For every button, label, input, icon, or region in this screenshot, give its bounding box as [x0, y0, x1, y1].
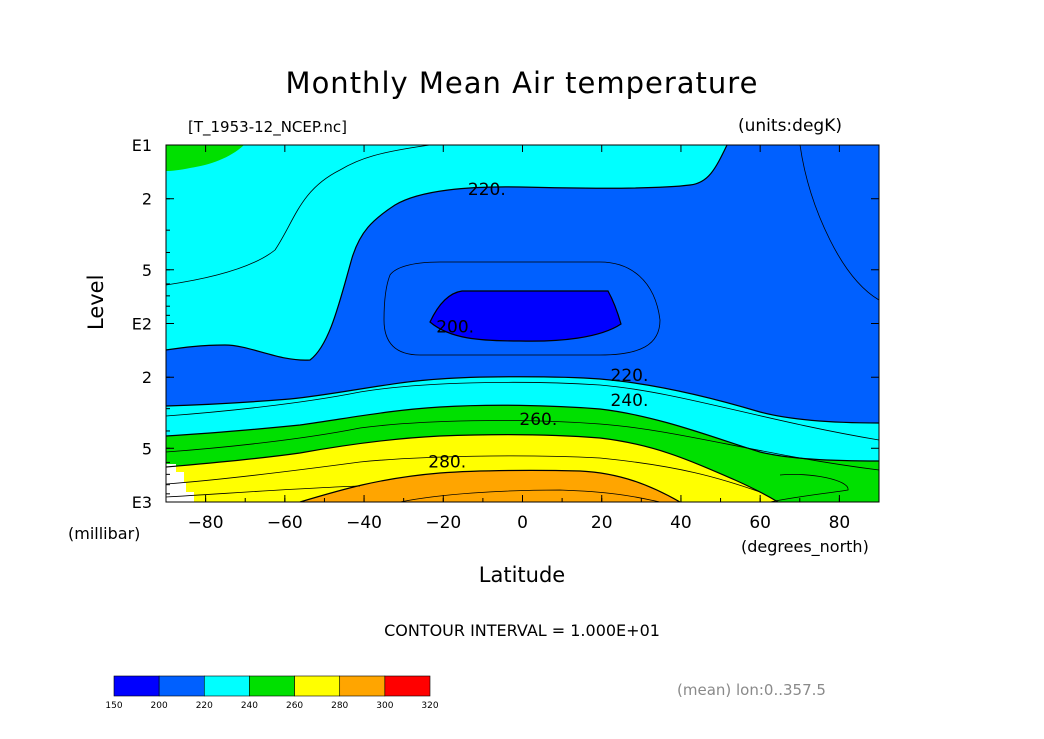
x-tick-label: 80: [829, 513, 851, 533]
contour-labels: 220. 200. 220. 240. 260. 280.: [428, 180, 648, 473]
contour-label: 220.: [468, 180, 506, 200]
fill-orange-lower: [300, 470, 680, 502]
contour-interval-text: CONTOUR INTERVAL = 1.000E+01: [384, 621, 660, 640]
x-tick-label: 40: [670, 513, 692, 533]
fill-cyan-upper: [166, 145, 727, 361]
colorbar-tick-label: 150: [105, 701, 123, 711]
colorbar-tick-label: 280: [331, 701, 349, 711]
y-tick-label: 2: [142, 368, 152, 387]
y-tick-label: 5: [142, 439, 152, 458]
y-tick-label: 2: [142, 190, 152, 209]
x-tick-label: 60: [749, 513, 771, 533]
contour-lines: [166, 145, 879, 502]
y-tick-label: E1: [132, 136, 152, 155]
contour-label: 200.: [436, 317, 474, 337]
contour-label: 260.: [519, 410, 557, 430]
x-tick-label: −40: [346, 513, 382, 533]
colorbar: [113, 675, 431, 697]
x-tick-label: −20: [425, 513, 461, 533]
colorbar-swatch: [339, 675, 386, 697]
colorbar-swatch: [384, 675, 431, 697]
x-axis-units: (degrees_north): [741, 537, 869, 556]
footnote: (mean) lon:0..357.5: [677, 681, 826, 699]
x-axis-label: Latitude: [478, 563, 566, 587]
colorbar-swatch: [203, 675, 250, 697]
y-axis-units: (millibar): [68, 524, 141, 543]
contour-fills: [166, 145, 879, 502]
colorbar-tick-label: 200: [150, 701, 168, 711]
colorbar-swatch: [113, 675, 160, 697]
x-tick-label: −80: [188, 513, 224, 533]
file-label: [T_1953-12_NCEP.nc]: [188, 118, 347, 136]
y-tick-label: E3: [132, 493, 152, 512]
units-label: (units:degK): [738, 116, 842, 136]
axis-ticks: [165, 144, 880, 503]
x-tick-label: 20: [591, 513, 613, 533]
colorbar-tick-label: 300: [376, 701, 394, 711]
fill-dark-blue-core: [430, 291, 621, 342]
y-tick-labels: E1 2 5 E2 2 5 E3: [132, 136, 152, 512]
x-tick-label: 0: [517, 513, 528, 533]
contour-label: 220.: [611, 366, 649, 386]
y-tick-label: 5: [142, 261, 152, 280]
colorbar-tick-label: 320: [421, 701, 439, 711]
colorbar-tick-label: 260: [285, 701, 304, 711]
fill-green-corner: [166, 145, 244, 171]
chart-title: Monthly Mean Air temperature: [285, 66, 759, 100]
colorbar-swatch: [249, 675, 295, 697]
colorbar-tick-label: 240: [240, 701, 259, 711]
x-tick-label: −60: [267, 513, 303, 533]
contour-lines-bold: [166, 145, 879, 502]
contour-label: 240.: [611, 391, 649, 411]
colorbar-swatch: [294, 675, 341, 697]
colorbar-tick-label: 220: [195, 701, 213, 711]
colorbar-swatch: [158, 675, 205, 697]
y-tick-label: E2: [132, 315, 152, 334]
contour-label: 280.: [428, 452, 466, 472]
x-tick-labels: −80 −60 −40 −20 0 20 40 60 80: [188, 513, 851, 533]
